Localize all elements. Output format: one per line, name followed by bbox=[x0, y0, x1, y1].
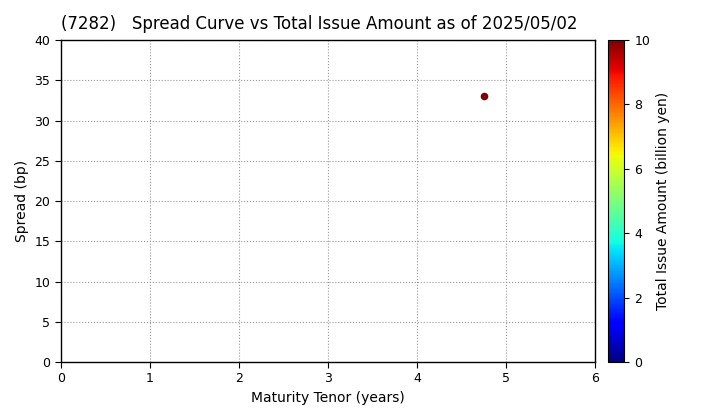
Y-axis label: Spread (bp): Spread (bp) bbox=[15, 160, 29, 242]
Text: (7282)   Spread Curve vs Total Issue Amount as of 2025/05/02: (7282) Spread Curve vs Total Issue Amoun… bbox=[61, 15, 577, 33]
X-axis label: Maturity Tenor (years): Maturity Tenor (years) bbox=[251, 391, 405, 405]
Point bbox=[478, 93, 490, 100]
Y-axis label: Total Issue Amount (billion yen): Total Issue Amount (billion yen) bbox=[656, 92, 670, 310]
